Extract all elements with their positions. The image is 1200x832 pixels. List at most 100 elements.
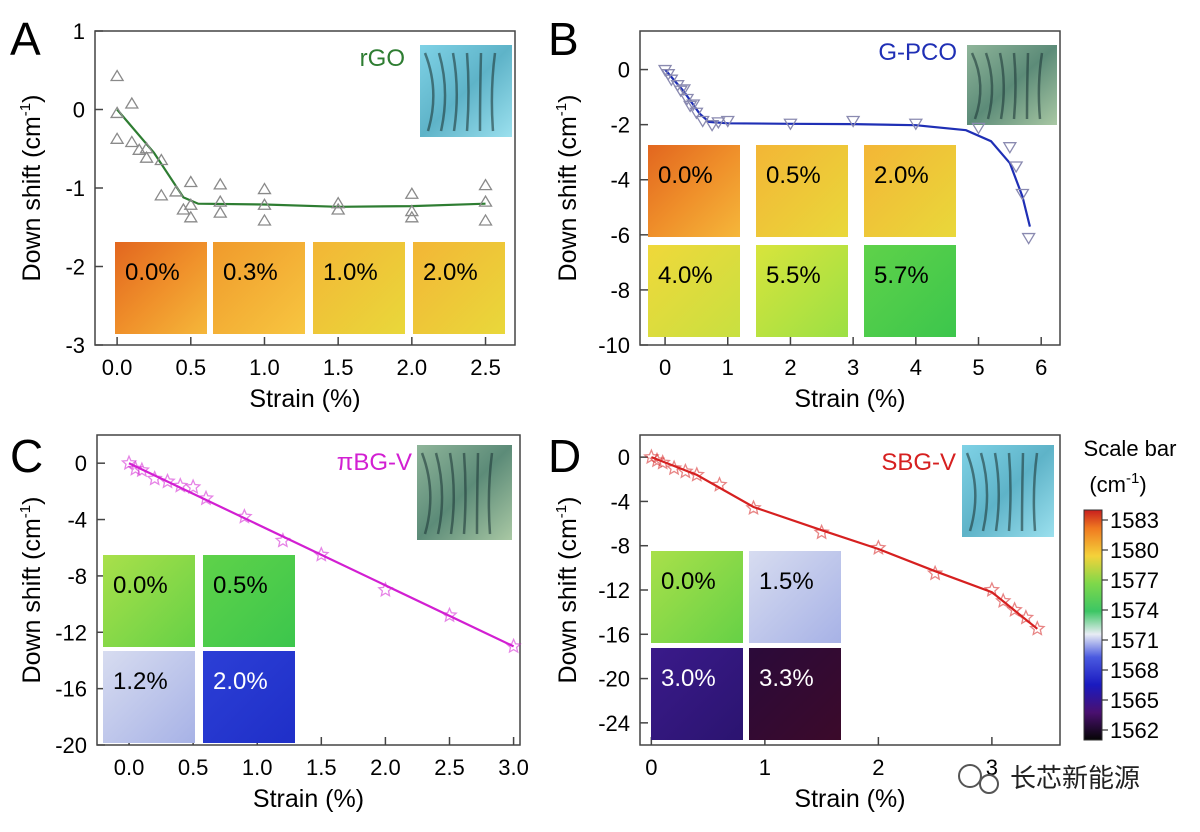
microstructure-fiber [423, 52, 435, 132]
x-tick-label: 0.0 [114, 755, 145, 780]
microstructure-fiber [490, 52, 497, 132]
data-point [146, 470, 163, 486]
y-tick-label: 0 [73, 98, 85, 123]
scale-bar-title: Scale bar [1084, 436, 1177, 461]
data-point [478, 194, 493, 207]
x-tick-label: 1.0 [249, 355, 280, 380]
y-tick-label: -3 [65, 333, 85, 358]
data-point [813, 523, 830, 540]
microstructure-fiber [475, 452, 480, 535]
scale-bar-value: 1568 [1110, 658, 1159, 683]
data-point [688, 466, 705, 482]
data-point [870, 539, 887, 555]
microstructure-fiber [465, 52, 470, 132]
raman-map-inset [648, 145, 740, 237]
y-tick-label: -16 [598, 622, 630, 647]
data-point [926, 564, 944, 581]
panel-letter: A [10, 13, 41, 65]
inset-strain-label: 5.7% [874, 262, 929, 289]
raman-map-inset [749, 551, 841, 643]
microstructure-image [420, 45, 512, 137]
data-point [274, 532, 292, 548]
inset-strain-label: 0.0% [658, 162, 713, 189]
microstructure-fiber [448, 452, 455, 535]
data-point [1006, 601, 1023, 617]
data-point [257, 213, 272, 226]
data-point [213, 177, 228, 190]
data-point [971, 122, 986, 135]
data-point [677, 462, 694, 479]
y-tick-label: -16 [55, 677, 87, 702]
y-tick-label: -4 [610, 168, 630, 193]
data-point [1008, 161, 1024, 174]
watermark-logo-icon-2 [979, 774, 999, 794]
inset-strain-label: 1.0% [323, 259, 378, 286]
scale-bar-value: 1583 [1110, 508, 1159, 533]
microstructure-fiber [478, 52, 483, 132]
data-point [183, 175, 198, 188]
inset-strain-label: 0.5% [213, 572, 268, 599]
y-tick-label: 0 [618, 445, 630, 470]
y-tick-label: -10 [598, 333, 630, 358]
y-axis-label: Down shift (cm-1) [17, 95, 46, 282]
data-point [673, 85, 688, 98]
inset-strain-label: 2.0% [423, 259, 478, 286]
inset-strain-label: 3.0% [661, 665, 716, 692]
data-point [683, 100, 698, 113]
data-point [478, 213, 493, 226]
data-point [654, 454, 671, 470]
data-point [505, 637, 522, 654]
plot-frame [639, 30, 1061, 346]
x-tick-label: 2.5 [434, 755, 465, 780]
data-point [109, 69, 125, 82]
y-tick-label: -1 [65, 176, 85, 201]
inset-strain-label: 2.0% [213, 668, 268, 695]
x-tick-label: 1.5 [306, 755, 337, 780]
scale-bar-value: 1580 [1110, 538, 1159, 563]
raman-map-inset [313, 242, 405, 334]
inset-strain-label: 4.0% [658, 262, 713, 289]
data-point [783, 118, 798, 131]
data-point [257, 182, 272, 195]
x-tick-label: 5 [972, 355, 984, 380]
microstructure-fiber [1025, 52, 1030, 120]
data-point [154, 153, 169, 166]
data-point [704, 119, 720, 132]
x-tick-label: 4 [910, 355, 922, 380]
inset-strain-label: 3.3% [759, 665, 814, 692]
raman-map-inset [749, 648, 841, 740]
x-tick-label: 2.5 [470, 355, 501, 380]
x-tick-label: 2 [784, 355, 796, 380]
y-tick-label: -12 [598, 578, 630, 603]
plot-frame [96, 434, 521, 746]
microstructure-fiber [979, 452, 989, 532]
scale-bar-value: 1562 [1110, 718, 1159, 743]
data-point [1015, 188, 1030, 201]
data-point [331, 202, 346, 215]
x-axis-label: Strain (%) [794, 785, 905, 813]
data-point [845, 115, 861, 128]
x-tick-label: 0 [645, 755, 657, 780]
x-tick-label: 6 [1035, 355, 1047, 380]
data-point [183, 210, 198, 223]
x-axis-label: Strain (%) [253, 785, 364, 813]
scale-bar-gradient [1083, 509, 1103, 741]
x-axis-label: Strain (%) [249, 385, 360, 413]
data-point [745, 499, 762, 516]
raman-map-inset [756, 245, 848, 337]
x-tick-label: 1 [722, 355, 734, 380]
data-point [213, 205, 228, 218]
raman-map-inset [864, 145, 956, 237]
y-tick-label: -8 [610, 534, 630, 559]
x-tick-label: 2 [872, 755, 884, 780]
data-point [1002, 142, 1017, 154]
microstructure-fiber [434, 452, 444, 535]
data-point [197, 489, 215, 506]
microstructure-fiber [1007, 452, 1012, 532]
microstructure-image [962, 445, 1054, 537]
y-axis-label: Down shift (cm-1) [553, 497, 582, 684]
y-tick-label: -8 [610, 278, 630, 303]
data-point [109, 106, 125, 119]
x-tick-label: 3 [986, 755, 998, 780]
y-tick-label: 0 [75, 451, 87, 476]
